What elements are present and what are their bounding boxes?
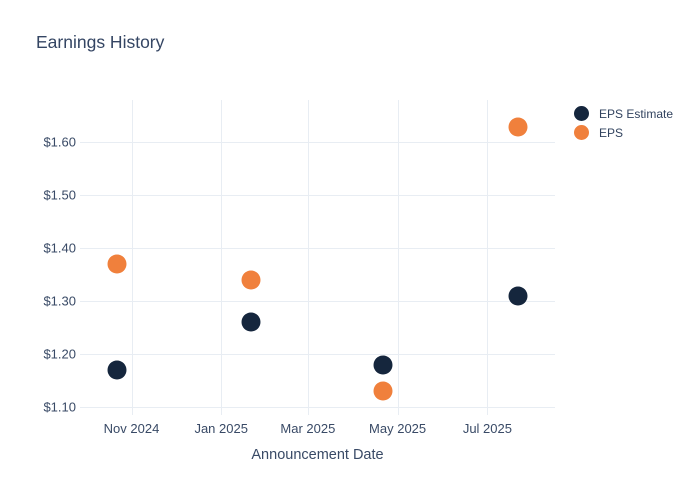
x-axis-title: Announcement Date (251, 447, 384, 463)
v-gridline (487, 100, 489, 415)
point-eps[interactable] (373, 381, 393, 401)
legend-label: EPS (599, 125, 624, 140)
x-tick-label: Nov 2024 (103, 421, 160, 436)
h-gridline (80, 354, 555, 356)
x-tick-label: May 2025 (369, 421, 427, 436)
v-gridline (131, 100, 133, 415)
y-tick-label: $1.40 (43, 240, 76, 256)
h-gridline (80, 407, 555, 409)
x-tick-label: Jul 2025 (462, 421, 512, 436)
h-gridline (80, 195, 555, 197)
v-gridline (397, 100, 399, 415)
chart-title: Earnings History (36, 32, 165, 52)
v-gridline (221, 100, 223, 415)
h-gridline (80, 248, 555, 250)
point-eps-estimate[interactable] (508, 286, 528, 306)
point-eps-estimate[interactable] (241, 312, 261, 332)
y-tick-label: $1.50 (43, 187, 76, 203)
v-gridline (307, 100, 309, 415)
point-eps[interactable] (508, 117, 528, 136)
point-eps[interactable] (241, 270, 261, 290)
legend-label: EPS Estimate (599, 106, 674, 121)
eps-estimate-legend-marker-icon (574, 106, 589, 121)
legend-item-eps[interactable]: EPS (574, 123, 673, 142)
legend: EPS Estimate EPS (574, 104, 673, 142)
y-tick-label: $1.60 (43, 134, 76, 150)
h-gridline (80, 301, 555, 303)
h-gridline (80, 142, 555, 144)
point-eps-estimate[interactable] (107, 360, 127, 380)
y-tick-label: $1.10 (43, 399, 76, 415)
point-eps[interactable] (107, 254, 127, 274)
legend-item-eps-estimate[interactable]: EPS Estimate (574, 104, 673, 123)
eps-legend-marker-icon (574, 125, 589, 140)
x-tick-label: Jan 2025 (194, 421, 248, 436)
x-tick-label: Mar 2025 (280, 421, 336, 436)
y-tick-label: $1.30 (43, 293, 76, 309)
point-eps-estimate[interactable] (373, 355, 393, 375)
y-tick-label: $1.20 (43, 346, 76, 362)
